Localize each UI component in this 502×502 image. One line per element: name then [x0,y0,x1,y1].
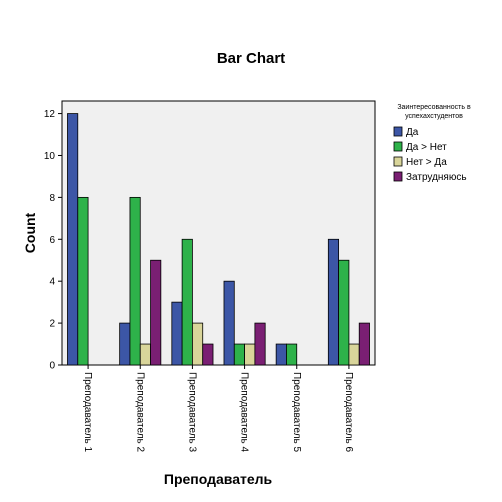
bar [67,113,79,366]
legend-swatch [393,171,403,182]
legend-swatch [393,156,403,167]
legend-label: Да [406,127,419,138]
bar [77,196,89,366]
bar [139,343,151,366]
bar [202,343,214,366]
y-tick-label: 12 [44,109,56,120]
bar [129,196,141,366]
y-tick-label: 10 [44,151,56,162]
y-axis-title: Count [22,212,38,253]
legend-label: Нет > Да [406,157,447,168]
legend: Заинтересованность в успехахстудентов Да… [393,104,471,183]
bar [223,280,235,366]
y-tick-label: 6 [49,235,55,246]
bar [338,259,350,366]
bars-group [67,113,370,366]
legend-title-line-1: Заинтересованность в [397,104,471,111]
x-tick-label: Преподаватель 6 [343,372,354,453]
chart-title: Bar Chart [217,50,285,67]
x-tick-label: Преподаватель 5 [291,372,302,453]
bar [244,343,256,366]
x-tick-label: Преподаватель 1 [82,372,93,453]
bar [233,343,245,366]
bar [286,343,298,366]
y-axis-ticks: 0 2 4 6 8 10 12 [44,109,62,372]
legend-swatch [393,126,403,137]
y-tick-label: 0 [49,361,55,372]
bar [254,322,266,366]
y-tick-label: 2 [49,319,55,330]
x-tick-label: Преподаватель 2 [134,372,145,453]
y-tick-label: 8 [49,193,55,204]
x-tick-label: Преподаватель 4 [239,372,250,453]
y-tick-label: 4 [49,277,55,288]
bar [192,322,204,366]
legend-swatch [393,141,403,152]
x-axis-ticks: Преподаватель 1 Преподаватель 2 Преподават… [82,365,354,453]
bar [275,343,287,366]
bar [119,322,131,366]
bar [348,343,360,366]
bar [181,238,193,366]
legend-label: Затрудняюсь [406,172,467,183]
bar [358,322,370,366]
plot-area [61,100,376,366]
x-axis-title: Преподаватель [164,471,273,487]
bar [327,238,340,366]
bar [171,301,183,366]
bar [150,259,162,366]
x-tick-label: Преподаватель 3 [186,372,197,453]
legend-label: Да > Нет [406,142,447,153]
legend-title-line-2: успехахстудентов [405,113,463,120]
